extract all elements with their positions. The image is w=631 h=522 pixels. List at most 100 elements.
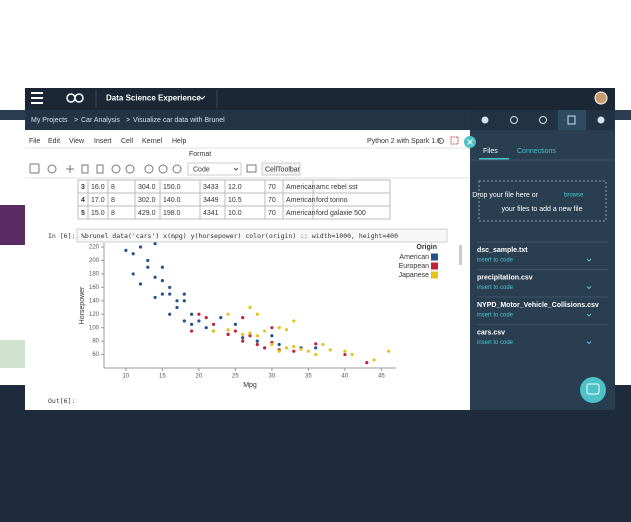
point [284,346,289,350]
palette-icon[interactable] [510,116,518,124]
copy-button[interactable] [81,164,89,174]
cell-type-select[interactable] [187,162,242,176]
insert-chevron[interactable] [586,286,592,290]
point [182,292,186,296]
menu-item[interactable]: Help [172,138,187,145]
insert-chevron[interactable] [586,341,592,345]
compass-icon[interactable] [597,116,605,124]
paste-button[interactable] [96,164,104,174]
up-button[interactable] [111,164,121,174]
back-window-right-bar [615,110,631,120]
table-cell: 198.0 [163,210,181,217]
menu-icon-bar [31,102,43,104]
point [306,349,310,353]
point [248,334,252,338]
save-button[interactable] [29,163,40,174]
back-thumbnail [0,205,25,245]
add-button[interactable] [47,164,57,174]
menu-item[interactable]: Cell [121,138,134,145]
breadcrumb-current: Visualize car data with Brunel [133,117,225,124]
y-tick-label: 180 [89,271,100,277]
product-name[interactable]: Data Science Experience [106,94,201,103]
kernel-icon[interactable] [450,136,459,145]
kernel-status [438,138,444,144]
table-cell: 10.5 [228,197,242,204]
table-cell: 304.0 [138,184,156,191]
menu-item[interactable]: View [69,138,85,145]
menu-item[interactable]: Kernel [142,138,163,145]
legend-label: European [399,263,429,270]
data-icon[interactable] [567,115,576,125]
run-button[interactable] [144,164,154,174]
scrollbar[interactable] [459,245,462,265]
celltoolbar-button[interactable] [261,162,301,176]
point [343,352,347,357]
insert-to-code[interactable]: insert to code [477,258,514,264]
table-cell: 10.0 [228,210,242,217]
output-prompt: Out[6]: [48,397,75,405]
cell-type[interactable]: Code [193,166,210,173]
browse-link[interactable]: browse [564,193,584,199]
kernel-name: Python 2 with Spark 1.6 [367,138,441,145]
code-cell[interactable] [76,228,448,243]
point [233,322,237,326]
chat-button[interactable] [580,377,606,403]
find-icon[interactable] [539,116,547,124]
point [328,348,332,352]
move-button[interactable] [66,165,74,173]
insert-chevron[interactable] [586,313,592,317]
celltoolbar-label[interactable]: CellToolbar [265,166,301,173]
menu-item[interactable]: File [29,138,40,145]
point [241,339,245,343]
point [190,329,194,333]
menu-item[interactable]: Insert [94,138,112,145]
point [190,322,194,326]
point [284,328,289,332]
table-cell: 15.0 [91,210,105,217]
point [160,265,164,269]
table-cell: amc rebel sst [316,184,358,191]
menu-icon[interactable] [31,92,43,104]
menu-icon-bar [31,97,43,99]
stop-button[interactable] [158,164,168,174]
legend-title: Origin [416,244,437,251]
row-index: 5 [81,210,85,217]
insert-to-code[interactable]: insert to code [477,340,514,346]
insert-chevron[interactable] [586,258,592,262]
breadcrumb[interactable]: My Projects [31,117,68,124]
point [255,342,259,347]
table-cell: 70 [268,197,276,204]
menu-item[interactable]: Edit [48,138,60,145]
point [175,299,179,303]
format-label: Format [189,151,211,158]
breadcrumb-bar [25,110,470,130]
side-tab-active[interactable]: Files [483,148,498,155]
keyboard-button[interactable] [246,164,257,173]
x-tick-label: 30 [269,374,276,380]
row-index: 3 [81,184,85,191]
file-name: dsc_sample.txt [477,247,528,254]
breadcrumb[interactable]: Car Analysis [81,117,120,124]
point [292,319,296,323]
logo[interactable] [66,93,84,103]
insert-to-code[interactable]: insert to code [477,313,514,319]
side-toolbar-active [558,110,586,130]
table-cell: 140.0 [163,197,181,204]
back-thumbnail [0,340,25,368]
info-icon[interactable] [481,116,489,124]
point [241,336,245,340]
legend-label: American [399,254,429,261]
point [146,265,150,269]
drop-zone[interactable] [478,180,607,222]
insert-to-code[interactable]: insert to code [477,285,514,291]
avatar[interactable] [594,91,608,105]
side-tab[interactable]: Connections [517,148,556,155]
product-chevron[interactable] [198,95,206,100]
point [204,326,208,330]
point [219,315,223,320]
point [314,346,318,350]
point [241,332,245,336]
down-button[interactable] [125,164,135,174]
restart-button[interactable] [172,164,182,174]
